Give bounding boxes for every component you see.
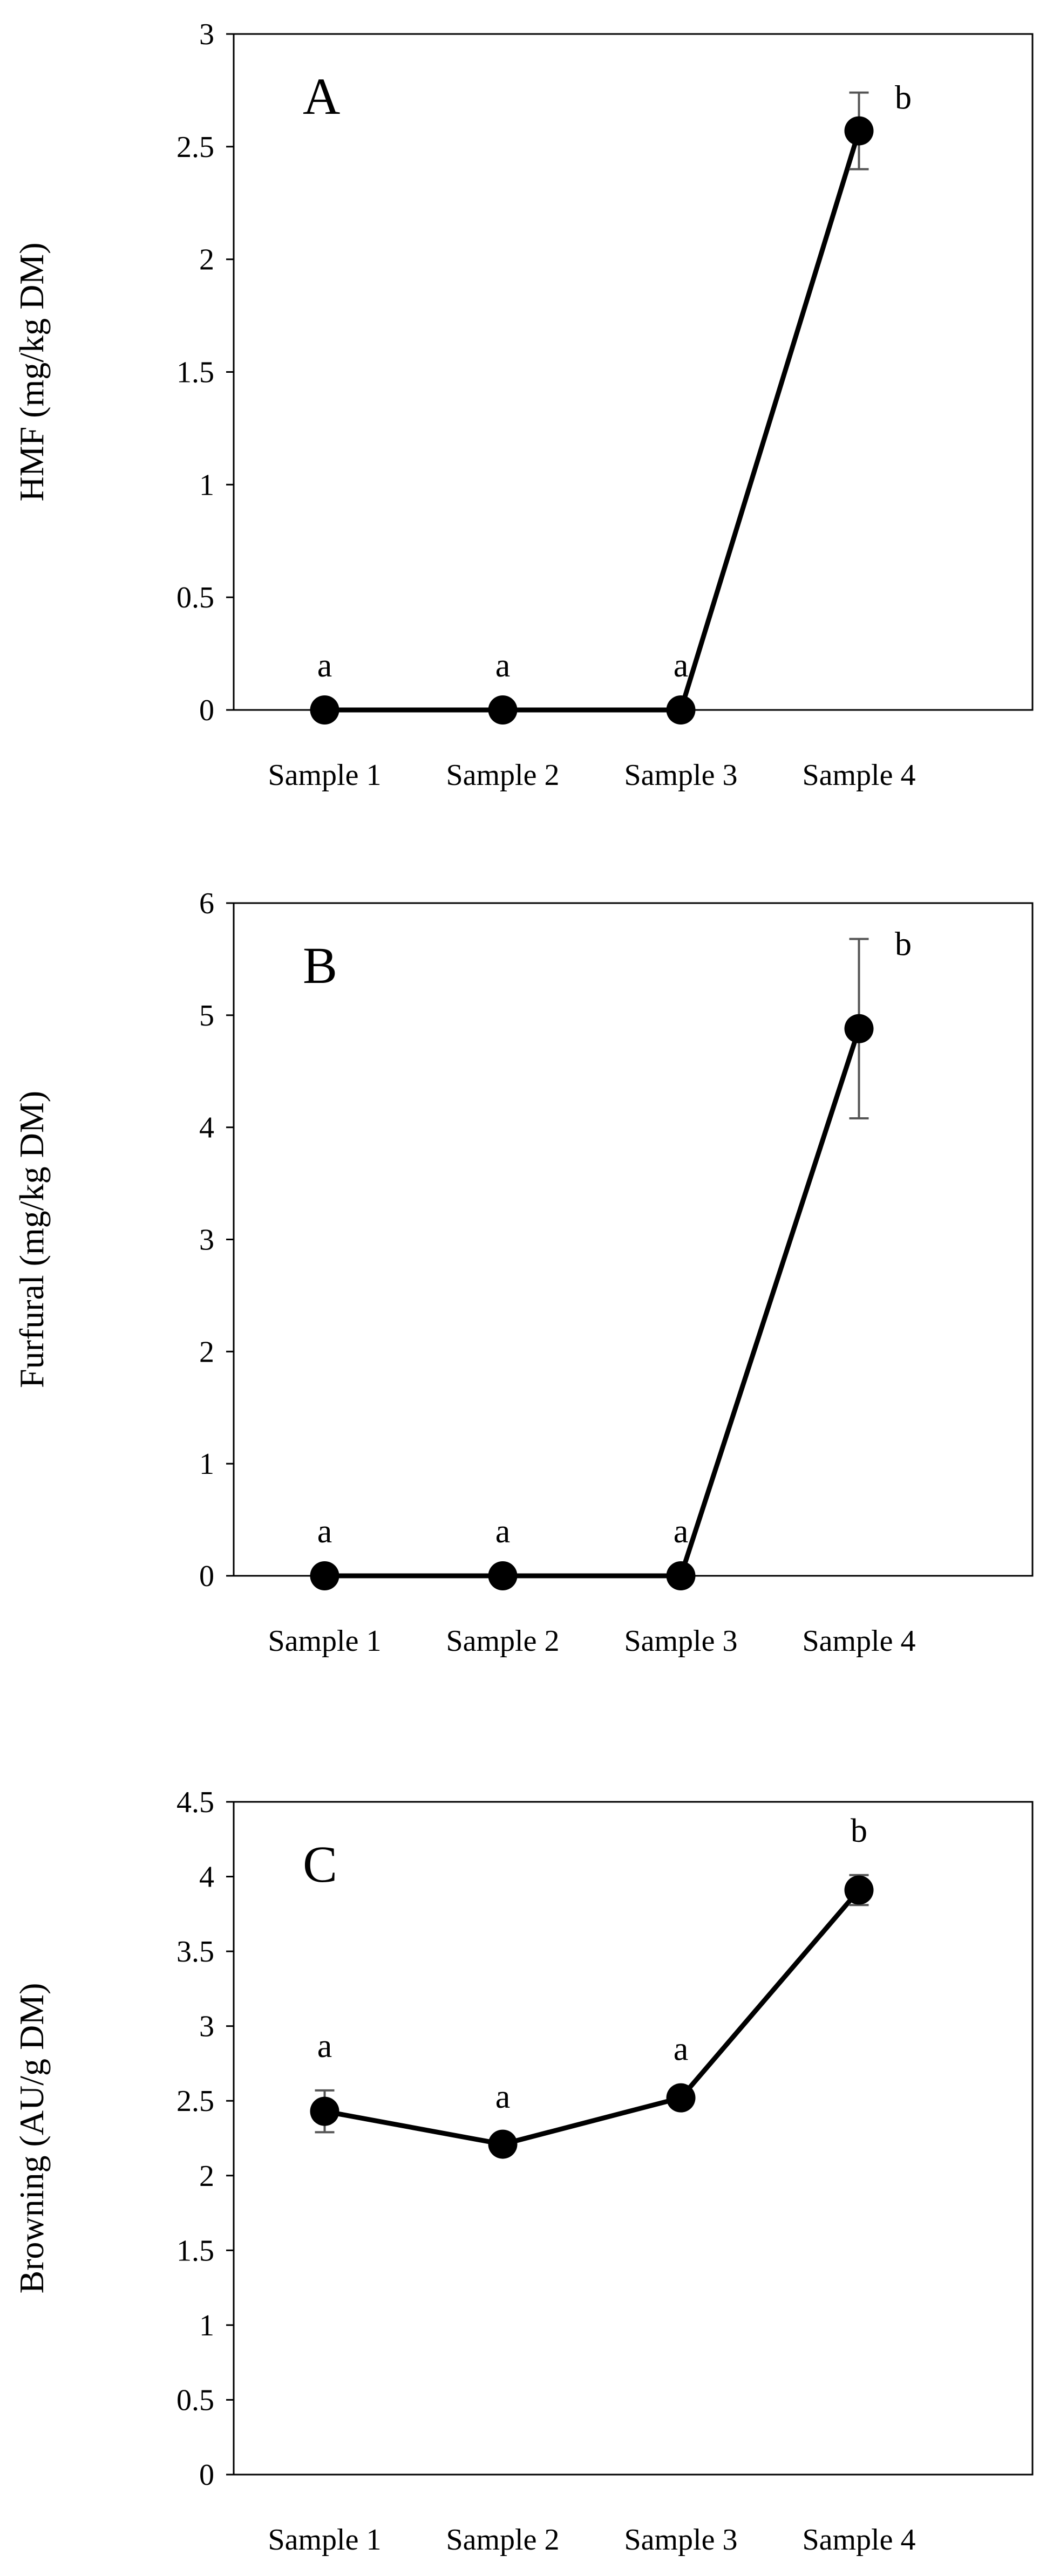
y-tick-label: 3.5	[176, 1935, 214, 1969]
data-point	[310, 695, 339, 725]
series-line	[324, 130, 861, 713]
y-tick-label: 3	[199, 1224, 214, 1257]
significance-letter: a	[317, 2028, 332, 2065]
y-tick-label: 6	[199, 887, 214, 920]
data-point	[844, 1014, 874, 1043]
y-tick-label: 1.5	[176, 2234, 214, 2267]
x-tick-label: Sample 1	[268, 1624, 382, 1658]
plot-frame	[233, 33, 1034, 711]
panel-label: A	[303, 67, 340, 125]
y-axis-title: Browning (AU/g DM)	[12, 1983, 51, 2294]
x-tick-label: Sample 3	[624, 1624, 738, 1658]
data-point	[666, 2083, 696, 2113]
x-tick-label: Sample 2	[446, 2523, 560, 2557]
data-point	[844, 1875, 874, 1905]
series-line	[324, 1888, 861, 2147]
significance-letter: a	[674, 647, 689, 684]
y-tick-label: 3	[199, 18, 214, 51]
y-tick-label: 2	[199, 243, 214, 277]
x-tick-label: Sample 3	[624, 2523, 738, 2557]
plot-frame	[233, 1801, 1034, 2476]
y-tick-label: 4	[199, 1861, 214, 1894]
y-tick-label: 0.5	[176, 581, 214, 614]
data-point	[488, 695, 518, 725]
x-tick-label: Sample 2	[446, 759, 560, 792]
chart-panel-a: 0 0.5 1 1.5 2 2.5 3 Sample 1 Sample 2 Sample 3 Sam…	[12, 18, 1034, 792]
y-axis-title: HMF (mg/kg DM)	[12, 242, 51, 501]
y-axis-title: Furfural (mg/kg DM)	[12, 1091, 51, 1388]
y-tick-label: 2.5	[176, 131, 214, 164]
data-point	[844, 116, 874, 146]
chart-panel-c: 0 0.5 1 1.5 2 2.5 3 3.5 4 4.5 Sample 1 Sample 2 Samp…	[12, 1786, 1034, 2557]
x-tick-label: Sample 1	[268, 2523, 382, 2557]
x-tick-label: Sample 2	[446, 1624, 560, 1658]
x-tick-label: Sample 4	[803, 2523, 916, 2557]
data-point	[310, 1561, 339, 1590]
x-tick-label: Sample 4	[803, 1624, 916, 1658]
significance-letter: a	[495, 2079, 511, 2115]
significance-letter: b	[895, 926, 912, 963]
x-tick-label: Sample 4	[803, 759, 916, 792]
x-tick-label: Sample 3	[624, 759, 738, 792]
y-tick-label: 3	[199, 2010, 214, 2044]
significance-letter: a	[495, 1513, 511, 1550]
series-line	[324, 1028, 861, 1579]
data-point	[666, 1561, 696, 1590]
panel-label: C	[303, 1835, 337, 1893]
panel-label: B	[303, 937, 337, 994]
data-point	[488, 1561, 518, 1590]
y-tick-label: 2	[199, 2160, 214, 2193]
x-tick-label: Sample 1	[268, 759, 382, 792]
significance-letter: b	[851, 1813, 867, 1849]
y-tick-label: 1	[199, 2309, 214, 2342]
data-point	[310, 2096, 339, 2126]
data-point	[666, 695, 696, 725]
y-tick-label: 2.5	[176, 2085, 214, 2118]
significance-letter: b	[895, 80, 912, 117]
y-tick-label: 1.5	[176, 356, 214, 390]
data-point	[488, 2129, 518, 2159]
y-tick-label: 4	[199, 1111, 214, 1145]
y-tick-label: 0	[199, 694, 214, 727]
y-tick-label: 1	[199, 468, 214, 502]
y-tick-label: 2	[199, 1335, 214, 1369]
significance-letter: a	[317, 1513, 332, 1550]
y-tick-label: 5	[199, 999, 214, 1033]
y-tick-label: 4.5	[176, 1786, 214, 1819]
plot-frame	[233, 902, 1034, 1577]
significance-letter: a	[674, 2031, 689, 2067]
y-tick-label: 0	[199, 2458, 214, 2492]
significance-letter: a	[674, 1513, 689, 1550]
y-tick-label: 1	[199, 1447, 214, 1481]
chart-panel-b: 0 1 2 3 4 5 6 Sample 1 Sample 2 Sample 3 Sample 4 F…	[12, 887, 1034, 1658]
significance-letter: a	[495, 647, 511, 684]
y-tick-label: 0	[199, 1560, 214, 1593]
y-tick-label: 0.5	[176, 2383, 214, 2417]
significance-letter: a	[317, 647, 332, 684]
